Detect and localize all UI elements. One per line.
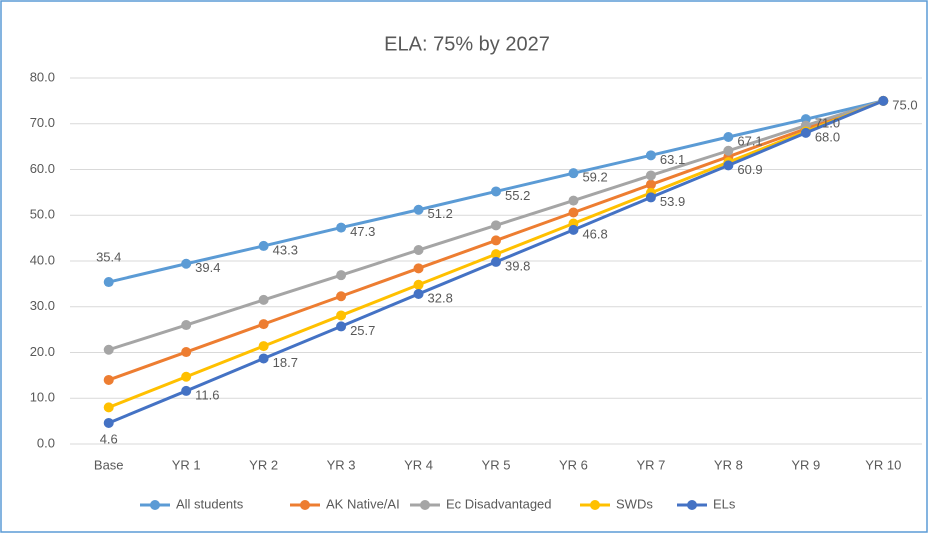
data-point — [413, 288, 424, 299]
x-tick-label: YR 1 — [172, 457, 201, 472]
data-point — [181, 320, 192, 331]
data-label: 11.6 — [195, 387, 219, 402]
data-label: 51.2 — [428, 206, 453, 221]
data-label: 43.3 — [273, 242, 298, 257]
data-point — [800, 127, 811, 138]
data-point — [181, 371, 192, 382]
legend-label: SWDs — [616, 496, 653, 511]
data-point — [645, 179, 656, 190]
x-tick-label: YR 2 — [249, 457, 278, 472]
data-point — [723, 160, 734, 171]
x-tick-label: YR 9 — [791, 457, 820, 472]
data-point — [336, 291, 347, 302]
data-point — [645, 170, 656, 181]
data-label: 39.4 — [195, 260, 220, 275]
data-point — [723, 145, 734, 156]
data-point — [491, 220, 501, 231]
data-label: 46.8 — [582, 226, 607, 241]
y-tick-label: 70.0 — [30, 115, 55, 130]
y-tick-label: 30.0 — [30, 298, 55, 313]
legend-label: AK Native/AI — [326, 496, 400, 511]
data-label: 68.0 — [815, 129, 840, 144]
legend-marker — [420, 500, 430, 510]
data-label: 59.2 — [582, 170, 607, 185]
y-tick-label: 50.0 — [30, 207, 55, 222]
data-point — [258, 319, 269, 330]
data-point — [645, 150, 656, 161]
data-point — [413, 279, 424, 290]
data-point — [336, 222, 347, 233]
legend-marker — [590, 500, 600, 510]
data-point — [568, 195, 579, 206]
data-label: 67.1 — [737, 133, 762, 148]
data-point — [723, 132, 734, 143]
data-label: 32.8 — [428, 290, 453, 305]
data-point — [258, 353, 269, 364]
y-tick-label: 10.0 — [30, 390, 55, 405]
x-tick-label: Base — [94, 457, 124, 472]
y-tick-label: 0.0 — [37, 435, 55, 450]
data-point — [336, 270, 347, 281]
data-point — [258, 294, 269, 305]
data-label: 25.7 — [350, 323, 375, 338]
y-tick-label: 40.0 — [30, 252, 55, 267]
data-point — [103, 344, 114, 355]
data-point — [181, 258, 192, 269]
chart-title: ELA: 75% by 2027 — [384, 33, 550, 55]
data-point — [413, 263, 424, 274]
legend-label: All students — [176, 496, 244, 511]
data-point — [181, 347, 192, 358]
data-point — [491, 249, 501, 260]
data-point — [103, 417, 114, 428]
data-point — [413, 204, 424, 215]
data-label: 39.8 — [505, 258, 530, 273]
data-label: 55.2 — [505, 188, 530, 203]
legend-label: Ec Disadvantaged — [446, 496, 552, 511]
data-point — [491, 256, 501, 267]
y-tick-label: 20.0 — [30, 344, 55, 359]
x-tick-label: YR 5 — [482, 457, 511, 472]
x-tick-label: YR 10 — [865, 457, 901, 472]
data-label: 4.6 — [100, 431, 118, 446]
data-point — [491, 235, 501, 246]
data-point — [413, 245, 424, 256]
x-tick-label: YR 6 — [559, 457, 588, 472]
data-point — [645, 192, 656, 203]
y-tick-label: 60.0 — [30, 161, 55, 176]
data-point — [103, 277, 114, 288]
data-point — [336, 310, 347, 321]
data-point — [103, 402, 114, 413]
data-label: 18.7 — [273, 355, 298, 370]
x-tick-label: YR 7 — [636, 457, 665, 472]
data-point — [103, 374, 114, 385]
legend-marker — [687, 500, 697, 510]
data-label: 63.1 — [660, 152, 685, 167]
data-point — [568, 207, 579, 218]
data-point — [258, 240, 269, 251]
legend-marker — [300, 500, 310, 510]
x-tick-label: YR 3 — [327, 457, 356, 472]
data-label: 35.4 — [96, 249, 121, 264]
data-point — [491, 186, 501, 197]
data-point — [568, 168, 579, 179]
data-point — [258, 341, 269, 352]
x-tick-label: YR 4 — [404, 457, 433, 472]
legend-label: ELs — [713, 496, 736, 511]
data-point — [878, 95, 889, 106]
data-point — [336, 321, 347, 332]
data-label: 75.0 — [892, 97, 917, 112]
y-tick-label: 80.0 — [30, 69, 55, 84]
x-tick-label: YR 8 — [714, 457, 743, 472]
data-label: 47.3 — [350, 224, 375, 239]
data-label: 71.0 — [815, 116, 840, 131]
data-point — [568, 224, 579, 235]
data-label: 60.9 — [737, 162, 762, 177]
legend-marker — [150, 500, 160, 510]
data-point — [181, 385, 192, 396]
data-label: 53.9 — [660, 194, 685, 209]
